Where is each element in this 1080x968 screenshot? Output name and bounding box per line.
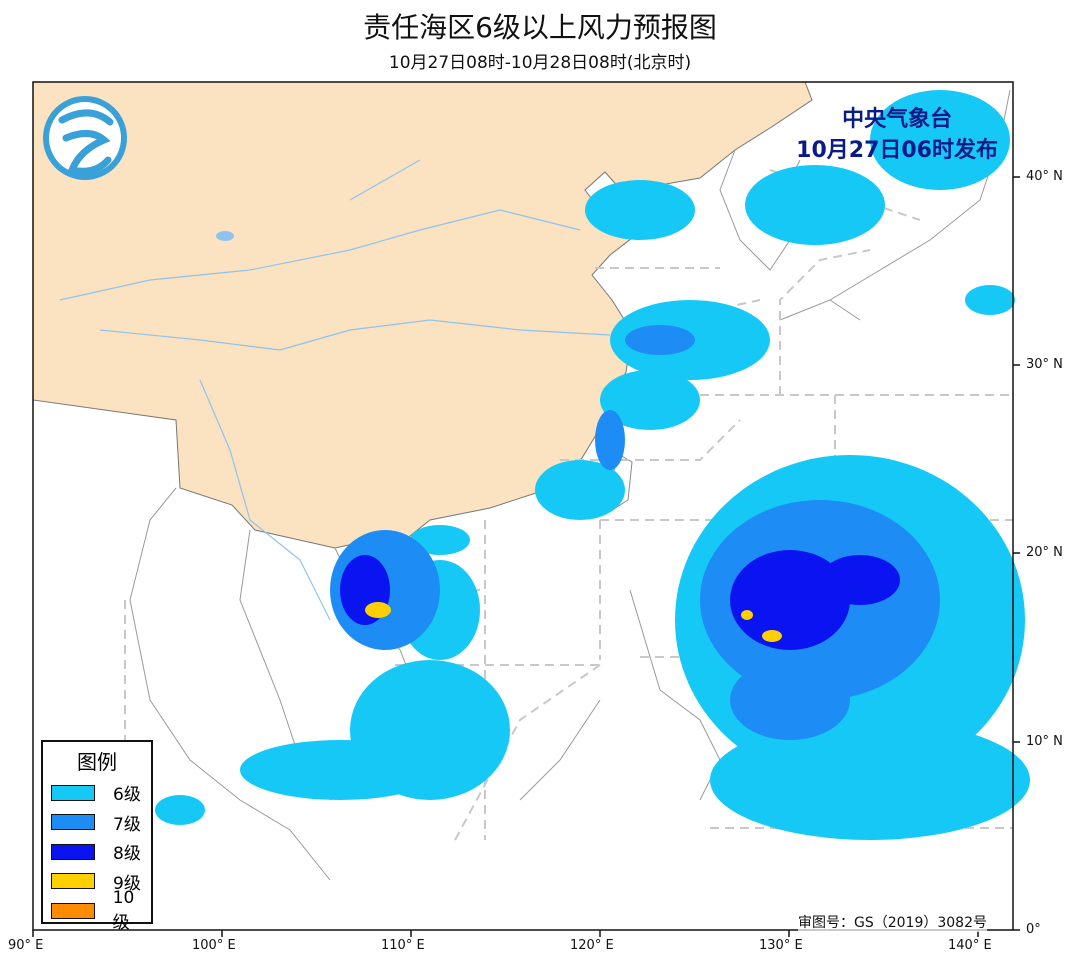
lat-label: 30° N [1026, 357, 1063, 372]
map-frame [32, 81, 1014, 931]
wind-level-9-areas [365, 602, 782, 642]
lon-label: 130° E [759, 938, 803, 953]
issue-time: 10月27日06时发布 [796, 138, 998, 163]
issuer-name: 中央气象台 [842, 107, 953, 132]
lon-label: 140° E [948, 938, 992, 953]
lon-label: 100° E [192, 938, 236, 953]
lat-label: 20° N [1026, 545, 1063, 560]
legend-label: 9级 [113, 873, 141, 894]
wind-level-8-areas [340, 550, 900, 650]
cma-logo-icon [43, 96, 127, 180]
lat-label: 40° N [1026, 169, 1063, 184]
legend-swatch [51, 873, 95, 890]
map-approval-number: 审图号：GS（2019）3082号 [798, 912, 987, 932]
lon-label: 120° E [570, 938, 614, 953]
legend-swatch [51, 814, 95, 831]
legend-item: 10级 [43, 888, 151, 933]
lon-label: 110° E [381, 938, 425, 953]
lake [216, 231, 234, 241]
legend: 图例 6级 7级 8级 9级 10级 [41, 740, 153, 933]
legend-item: 7级 [43, 808, 151, 838]
legend-swatch [51, 902, 95, 919]
legend-title: 图例 [77, 750, 117, 774]
legend-swatch [51, 843, 95, 860]
lat-label: 10° N [1026, 734, 1063, 749]
legend-label: 10级 [112, 888, 135, 934]
legend-label: 7级 [113, 814, 141, 835]
legend-item: 8级 [43, 837, 151, 867]
legend-label: 8级 [113, 844, 141, 865]
axis-ticks [32, 176, 1020, 937]
map-title: 责任海区6级以上风力预报图 [363, 11, 717, 44]
lat-label: 0° [1026, 922, 1041, 937]
lon-label: 90° E [8, 938, 44, 953]
map-subtitle: 10月27日08时-10月28日08时(北京时) [388, 53, 692, 73]
legend-item: 9级 [43, 867, 151, 897]
rivers [59, 159, 611, 621]
legend-item: 6级 [43, 778, 151, 808]
legend-swatch [51, 784, 95, 801]
legend-label: 6级 [113, 785, 141, 806]
issuer-label: 中央气象台 10月27日06时发布 [796, 104, 998, 166]
